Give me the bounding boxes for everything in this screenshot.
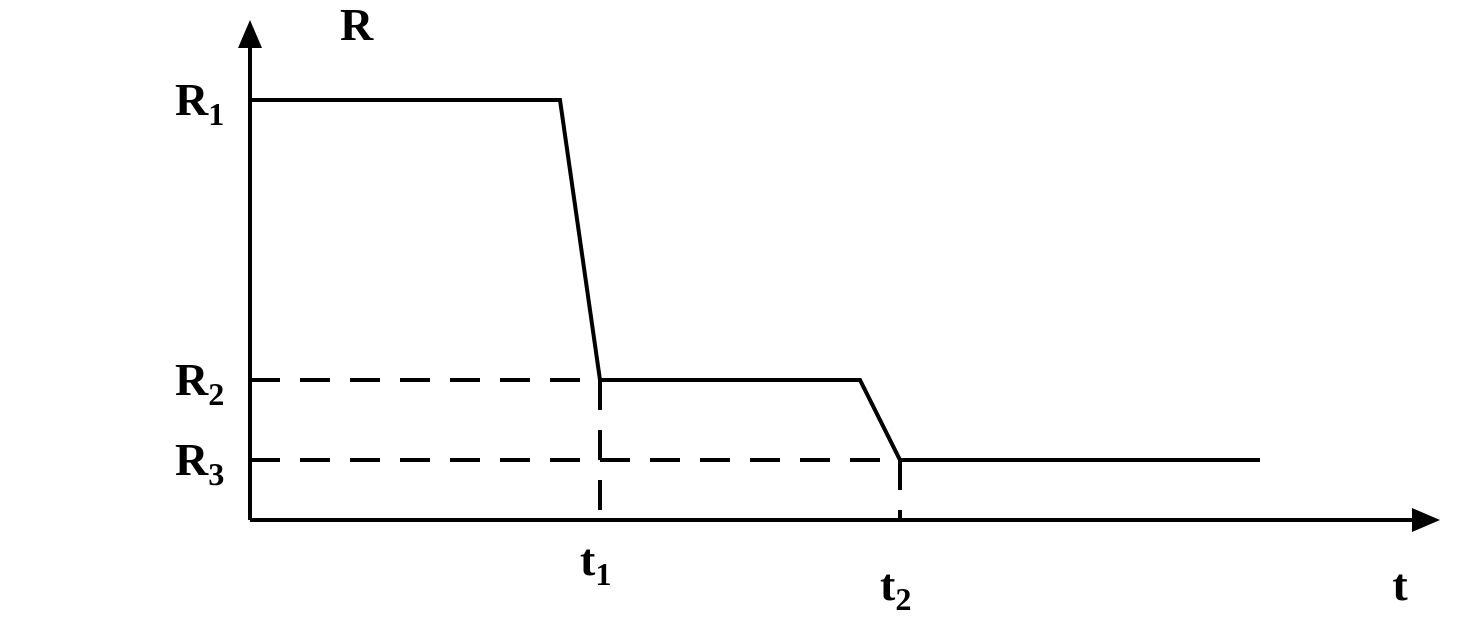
x-axis-label: t bbox=[1392, 559, 1408, 610]
xlabel-t2: t2 bbox=[880, 559, 911, 617]
y-axis-arrow-icon bbox=[238, 20, 262, 48]
xlabel-t1: t1 bbox=[580, 534, 611, 592]
r-vs-t-step-diagram: R t R1 R2 R3 t1 t2 bbox=[0, 0, 1473, 621]
ylabel-r2: R2 bbox=[175, 354, 224, 412]
ylabel-r1: R1 bbox=[175, 74, 224, 132]
step-curve bbox=[250, 100, 1260, 460]
y-axis-label: R bbox=[340, 0, 374, 50]
ylabel-r3: R3 bbox=[175, 434, 224, 492]
x-axis-arrow-icon bbox=[1412, 508, 1440, 532]
